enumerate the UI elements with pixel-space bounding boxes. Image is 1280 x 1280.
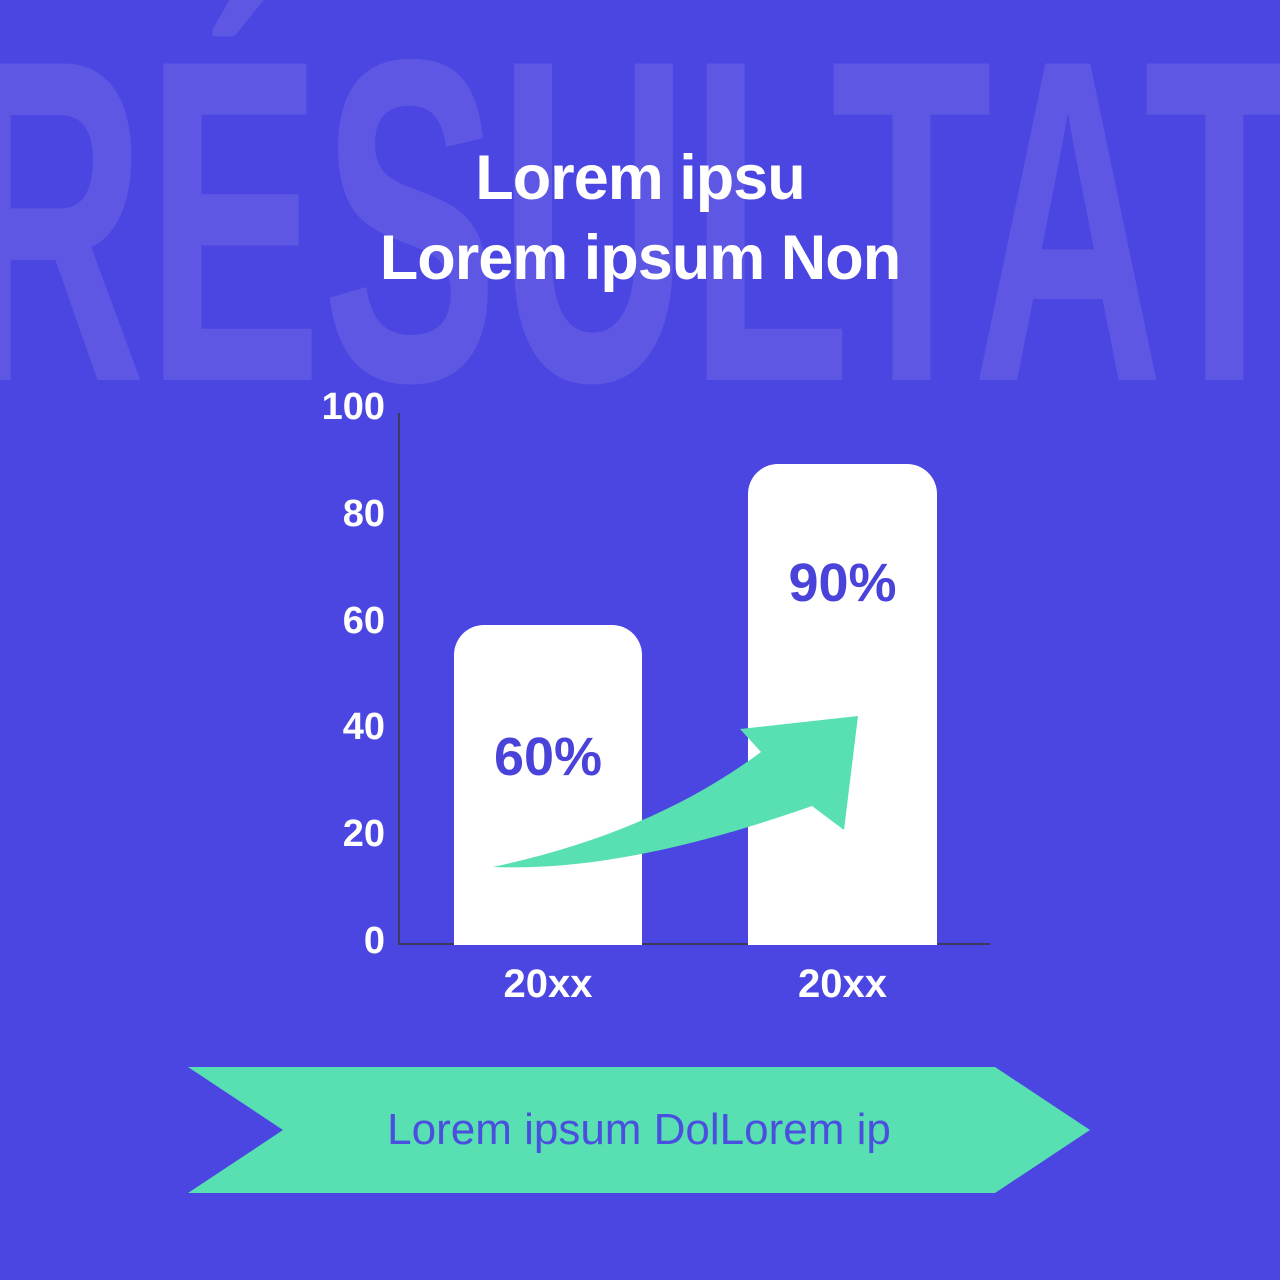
title-line-1: Lorem ipsu bbox=[475, 143, 806, 213]
y-tick-40: 40 bbox=[342, 706, 385, 748]
bar-value-label-first: 60% bbox=[493, 727, 603, 787]
banner-ribbon: Lorem ipsum DolLorem ip bbox=[188, 1067, 1090, 1193]
y-tick-80: 80 bbox=[342, 493, 385, 535]
y-tick-0: 0 bbox=[363, 920, 385, 962]
y-tick-20: 20 bbox=[342, 813, 385, 855]
watermark-text: RÉSULTAT bbox=[0, 0, 1280, 478]
x-label-second-period: 20xx bbox=[798, 962, 887, 1006]
banner-label: Lorem ipsum DolLorem ip bbox=[387, 1105, 891, 1154]
y-tick-60: 60 bbox=[342, 600, 385, 642]
y-axis-line bbox=[398, 413, 400, 945]
page-title: Lorem ipsu Lorem ipsum Non bbox=[0, 138, 1280, 298]
x-axis-line bbox=[398, 943, 990, 945]
x-label-first-period: 20xx bbox=[503, 962, 593, 1006]
title-line-2: Lorem ipsum Non bbox=[379, 223, 902, 293]
bar-first-period: 60% bbox=[454, 625, 642, 945]
bar-value-label-second: 90% bbox=[788, 553, 897, 613]
bar-second-period: 90% bbox=[748, 464, 937, 945]
y-tick-100: 100 bbox=[321, 386, 385, 428]
